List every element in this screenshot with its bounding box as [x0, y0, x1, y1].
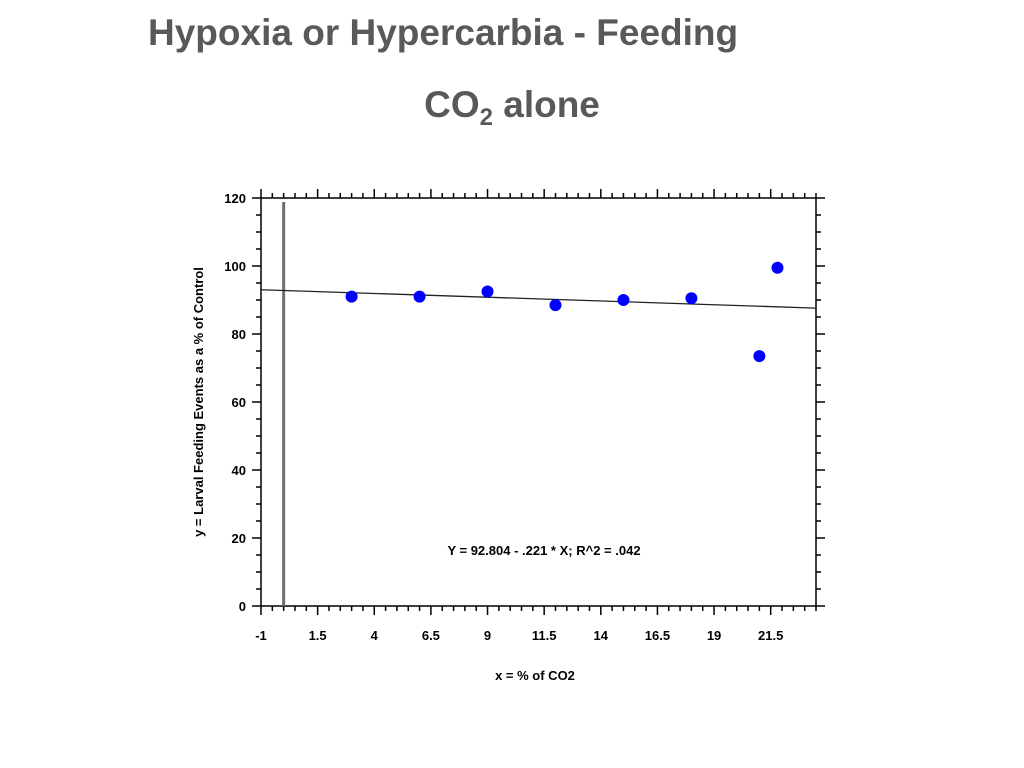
- x-tick-label: 6.5: [422, 628, 440, 643]
- subtitle-suffix: alone: [492, 84, 600, 125]
- regression-line: [260, 289, 817, 309]
- x-tick-label: 14: [594, 628, 609, 643]
- x-tick-label: 19: [707, 628, 721, 643]
- x-tick-label: 11.5: [532, 628, 557, 643]
- slide-subtitle: CO2 alone: [0, 84, 1024, 132]
- x-tick-label: 16.5: [645, 628, 670, 643]
- y-tick-label: 120: [224, 191, 246, 206]
- data-point: [617, 294, 630, 306]
- slide-title: Hypoxia or Hypercarbia - Feeding: [148, 12, 739, 53]
- data-point: [549, 299, 562, 312]
- y-tick-label: 80: [232, 327, 246, 342]
- x-tick-label: 4: [371, 628, 379, 643]
- x-tick-label: -1: [255, 628, 267, 643]
- data-point: [481, 285, 494, 298]
- subtitle-subscript: 2: [479, 104, 493, 131]
- y-tick-label: 0: [239, 599, 246, 614]
- y-tick-label: 100: [224, 259, 246, 274]
- data-point: [771, 261, 784, 274]
- y-tick-label: 60: [232, 395, 246, 410]
- data-point: [753, 350, 766, 363]
- y-axis-label: y = Larval Feeding Events as a % of Cont…: [191, 267, 206, 537]
- y-tick-label: 40: [232, 463, 246, 478]
- x-tick-label: 9: [484, 628, 491, 643]
- x-axis-label: x = % of CO2: [495, 668, 575, 683]
- data-point: [685, 292, 698, 305]
- y-tick-label: 20: [232, 531, 246, 546]
- subtitle-prefix: CO: [424, 84, 480, 125]
- x-tick-label: 21.5: [758, 628, 783, 643]
- x-tick-label: 1.5: [309, 628, 327, 643]
- data-point: [413, 290, 426, 303]
- regression-annotation: Y = 92.804 - .221 * X; R^2 = .042: [447, 543, 640, 558]
- data-point: [345, 290, 358, 303]
